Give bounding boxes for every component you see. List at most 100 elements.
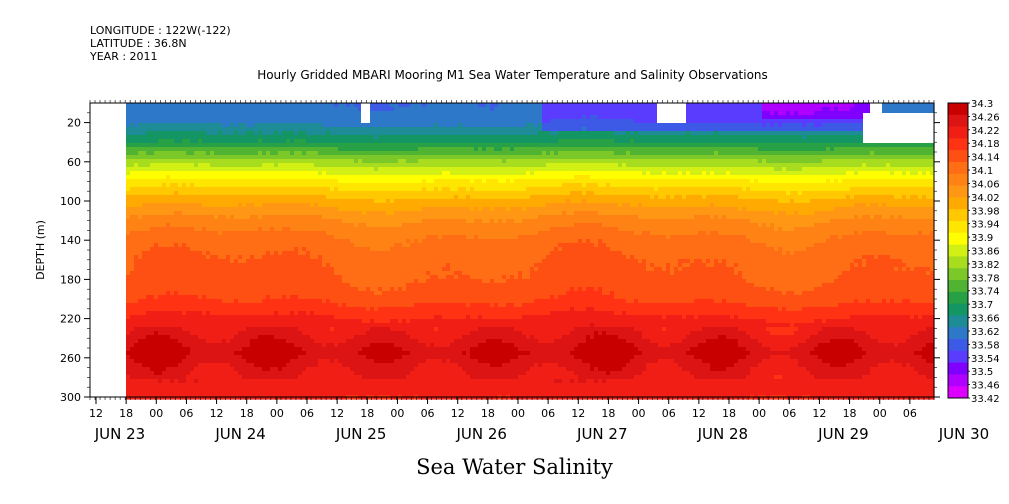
heat-cell [358, 171, 363, 176]
heat-cell [278, 235, 283, 240]
heat-cell [294, 107, 299, 112]
heat-cell [374, 271, 379, 276]
heat-cell [258, 243, 263, 248]
heat-cell [202, 347, 207, 352]
heat-cell [266, 391, 271, 396]
heat-cell [210, 335, 215, 340]
heat-cell [226, 351, 231, 356]
heat-cell [214, 347, 219, 352]
heat-cell [234, 391, 239, 396]
heat-cell [282, 295, 287, 300]
heat-cell [178, 259, 183, 264]
heat-cell [202, 227, 207, 232]
heat-cell [298, 131, 303, 136]
heat-cell [310, 219, 315, 224]
heat-cell [182, 371, 187, 376]
heat-cell [362, 171, 367, 176]
heat-cell [338, 295, 343, 300]
heat-cell [278, 127, 283, 132]
heat-cell [338, 175, 343, 180]
heat-cell [134, 235, 139, 240]
heat-cell [370, 291, 375, 296]
heat-cell [326, 175, 331, 180]
heat-cell [166, 163, 171, 168]
heat-cell [306, 299, 311, 304]
heat-cell [362, 383, 367, 388]
heat-cell [346, 159, 351, 164]
heat-cell [174, 207, 179, 212]
heat-cell [154, 319, 159, 324]
heat-cell [374, 311, 379, 316]
heat-cell [150, 267, 155, 272]
heat-cell [322, 315, 327, 320]
heat-cell [142, 263, 147, 268]
heat-cell [390, 159, 395, 164]
heat-cell [270, 375, 275, 380]
heat-cell [358, 355, 363, 360]
heat-cell [262, 387, 267, 392]
heat-cell [338, 115, 343, 120]
heat-cell [134, 251, 139, 256]
heat-cell [170, 111, 175, 116]
heat-cell [282, 235, 287, 240]
heat-cell [390, 351, 395, 356]
heat-cell [198, 175, 203, 180]
heat-cell [154, 227, 159, 232]
heat-cell [322, 371, 327, 376]
heat-cell [242, 175, 247, 180]
heat-cell [162, 183, 167, 188]
heat-cell [302, 115, 307, 120]
heat-cell [178, 363, 183, 368]
heat-cell [290, 307, 295, 312]
heat-cell [326, 139, 331, 144]
heat-cell [150, 355, 155, 360]
heat-cell [134, 139, 139, 144]
heat-cell [354, 139, 359, 144]
heat-cell [150, 335, 155, 340]
heat-cell [306, 187, 311, 192]
heat-cell [178, 367, 183, 372]
heat-cell [250, 311, 255, 316]
heat-cell [302, 259, 307, 264]
heat-cell [154, 363, 159, 368]
heat-cell [194, 275, 199, 280]
heat-cell [322, 383, 327, 388]
heat-cell [162, 363, 167, 368]
heat-cell [202, 363, 207, 368]
heat-cell [370, 307, 375, 312]
heat-cell [206, 351, 211, 356]
heat-cell [358, 199, 363, 204]
heat-cell [378, 203, 383, 208]
heat-cell [174, 263, 179, 268]
heat-cell [194, 295, 199, 300]
heat-cell [166, 187, 171, 192]
heat-cell [290, 343, 295, 348]
heat-cell [158, 127, 163, 132]
heat-cell [226, 307, 231, 312]
heat-cell [386, 155, 391, 160]
heat-cell [182, 343, 187, 348]
heat-cell [226, 379, 231, 384]
heat-cell [242, 171, 247, 176]
heat-cell [294, 239, 299, 244]
heat-cell [126, 119, 131, 124]
heat-cell [346, 199, 351, 204]
heat-cell [286, 283, 291, 288]
heat-cell [166, 275, 171, 280]
heat-cell [266, 307, 271, 312]
heat-cell [258, 207, 263, 212]
heat-cell [178, 323, 183, 328]
heat-cell [386, 143, 391, 148]
heat-cell [150, 167, 155, 172]
heat-cell [158, 243, 163, 248]
heat-cell [250, 327, 255, 332]
heat-cell [374, 343, 379, 348]
heat-cell [342, 255, 347, 260]
heat-cell [206, 163, 211, 168]
heat-cell [170, 331, 175, 336]
heat-cell [238, 183, 243, 188]
heat-cell [370, 319, 375, 324]
heat-cell [206, 387, 211, 392]
heat-cell [322, 247, 327, 252]
heat-cell [366, 239, 371, 244]
